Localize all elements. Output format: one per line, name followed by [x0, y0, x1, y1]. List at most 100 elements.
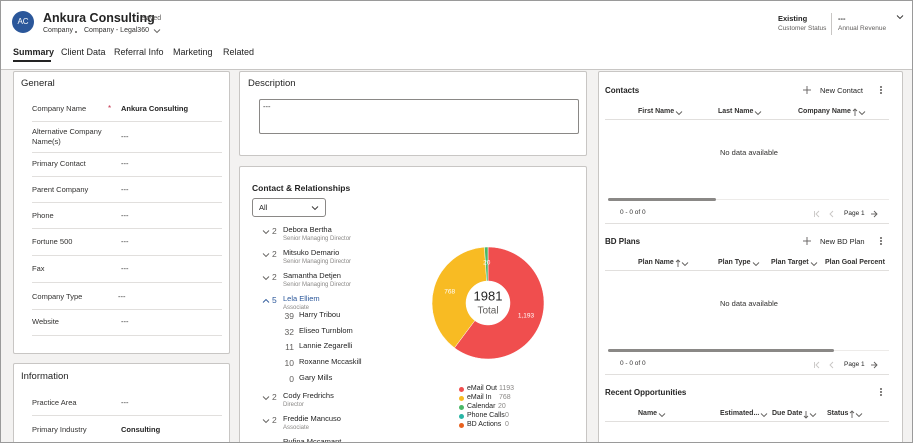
chevron-down: [755, 111, 762, 116]
sort-ascending-shape: [675, 259, 681, 263]
chevron-down[interactable]: [262, 276, 270, 281]
contact-name[interactable]: Harry Tribou: [299, 310, 341, 319]
first-page-shape: [815, 210, 820, 218]
section-title: Contact & Relationships: [252, 183, 351, 193]
relationship-count: 0: [289, 373, 294, 384]
relationship-count: 10: [284, 358, 294, 369]
field-value[interactable]: ---: [118, 292, 126, 301]
more-icon-shape: [879, 85, 883, 89]
tab[interactable]: Related: [223, 47, 255, 57]
page-number: Page 1: [844, 210, 865, 217]
field-label: Fax: [32, 264, 45, 273]
field-value[interactable]: ---: [121, 211, 129, 220]
contact-name[interactable]: Cody Fredrichs: [283, 390, 334, 400]
column-header[interactable]: Due Date: [772, 410, 803, 417]
contact-name[interactable]: Roxanne Mccaskill: [299, 357, 362, 367]
field-value[interactable]: ---: [121, 237, 129, 246]
chevron-down-shape: [856, 413, 863, 418]
column-header[interactable]: First Name: [638, 108, 675, 115]
previous-page[interactable]: [829, 361, 834, 369]
contact-name[interactable]: Samantha Detjen: [283, 271, 341, 280]
field-label: Company Name: [32, 104, 87, 113]
field-value[interactable]: Ankura Consulting: [121, 104, 189, 113]
donut-slice: [454, 246, 545, 360]
first-page[interactable]: [814, 361, 820, 369]
contact-name[interactable]: Lela Elliem: [283, 294, 320, 303]
field-value[interactable]: ---: [121, 185, 129, 194]
chevron-down[interactable]: [262, 418, 270, 423]
field-value[interactable]: Consulting: [121, 425, 161, 434]
slice-label: 20: [483, 260, 491, 267]
field-value[interactable]: ---: [121, 317, 129, 326]
field-divider: [32, 309, 222, 310]
save-status: - Saved: [137, 15, 162, 22]
more-icon[interactable]: [879, 85, 883, 95]
contact-name[interactable]: Gary Mills: [299, 372, 333, 382]
plus-icon[interactable]: [803, 237, 811, 245]
chevron-down[interactable]: [896, 15, 904, 20]
information-card: [13, 363, 230, 442]
donut-slice: [431, 246, 487, 349]
sort-ascending-shape: [850, 410, 855, 414]
chevron-down[interactable]: [262, 395, 270, 400]
plus-icon[interactable]: [803, 86, 811, 94]
filter-dropdown[interactable]: [252, 198, 326, 217]
section-title: Description: [248, 78, 296, 89]
chevron-down-shape: [262, 230, 270, 235]
header-divider: [831, 13, 832, 35]
first-page[interactable]: [814, 210, 820, 218]
donut-chart: 1,193 768 20 1981 Total: [431, 246, 545, 360]
relationship-count: 32: [284, 326, 294, 337]
previous-page[interactable]: [829, 210, 834, 218]
chevron-up-shape: [262, 298, 270, 303]
contact-name[interactable]: Debora Bertha: [283, 225, 332, 234]
tab[interactable]: Client Data: [61, 47, 106, 57]
contact-name[interactable]: Lannie Zegarelli: [299, 341, 353, 351]
contact-name[interactable]: Mitsuko Demario: [283, 248, 340, 257]
column-header[interactable]: Name: [638, 410, 658, 417]
sort-ascending: [675, 259, 681, 267]
chevron-up[interactable]: [262, 298, 270, 303]
contact-name[interactable]: Rufina Mccamant: [283, 436, 342, 443]
relationship-count: 2: [272, 272, 277, 282]
field-value[interactable]: ---: [121, 398, 129, 407]
column-header[interactable]: Status: [827, 410, 849, 417]
more-icon[interactable]: [879, 387, 883, 397]
field-value[interactable]: ---: [121, 159, 129, 168]
column-header[interactable]: Plan Target: [771, 259, 809, 266]
column-header[interactable]: Last Name: [718, 108, 754, 115]
field-value[interactable]: ---: [121, 264, 129, 273]
contact-role: Senior Managing Director: [283, 236, 352, 242]
chevron-down[interactable]: [311, 206, 319, 211]
description-box[interactable]: [259, 99, 579, 134]
field-divider: [32, 202, 222, 203]
next-page[interactable]: [871, 361, 878, 369]
chevron-down[interactable]: [262, 253, 270, 258]
contact-name[interactable]: Freddie Mancuso: [283, 413, 341, 423]
column-header[interactable]: Plan Name: [638, 259, 674, 266]
grid-action[interactable]: New BD Plan: [820, 237, 865, 246]
contact-name[interactable]: Eliseo Turnblom: [299, 325, 353, 335]
chevron-down[interactable]: [153, 29, 161, 34]
relationship-count: 2: [272, 226, 277, 236]
field-value[interactable]: ---: [121, 132, 129, 141]
more-icon[interactable]: [879, 236, 883, 246]
tab[interactable]: Summary: [13, 47, 55, 57]
chevron-down-shape: [262, 276, 270, 281]
next-page[interactable]: [871, 210, 878, 218]
form-selector[interactable]: Company - Legal360: [84, 27, 149, 34]
column-header[interactable]: Company Name: [798, 108, 851, 115]
previous-page-shape: [829, 361, 834, 369]
grid-action[interactable]: New Contact: [820, 86, 863, 95]
column-header[interactable]: Estimated...: [720, 410, 760, 417]
chevron-down: [858, 111, 866, 116]
relationship-count: 39: [284, 311, 294, 321]
column-header[interactable]: Plan Type: [718, 259, 751, 266]
tab[interactable]: Referral Info: [114, 47, 164, 57]
chevron-down[interactable]: [262, 230, 270, 235]
more-icon-shape: [879, 390, 883, 394]
slice-label: 768: [444, 288, 455, 295]
tab[interactable]: Marketing: [173, 47, 213, 57]
column-header[interactable]: Plan Goal Percent: [825, 259, 885, 266]
page-number: Page 1: [844, 361, 865, 368]
